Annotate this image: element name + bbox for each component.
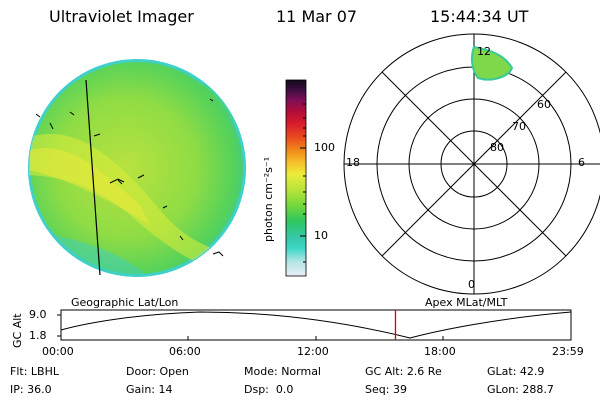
polar-plot xyxy=(343,33,600,295)
app-title: Ultraviolet Imager xyxy=(49,7,194,26)
altitude-tick-9: 9.0 xyxy=(29,308,47,321)
auroral-oval-patch xyxy=(470,45,514,81)
x-tick-1200: 12:00 xyxy=(297,345,329,358)
altitude-tick-1-8: 1.8 xyxy=(29,329,47,342)
status-gain: Gain: 14 xyxy=(126,383,173,396)
uv-image-disc xyxy=(28,59,246,277)
geographic-title: Geographic Lat/Lon xyxy=(71,296,179,309)
lat-label-80: 80 xyxy=(490,141,504,154)
colorbar-tick-100: 100 xyxy=(314,141,335,154)
x-tick-1800: 18:00 xyxy=(424,345,456,358)
status-seq: Seq: 39 xyxy=(365,383,407,396)
lat-label-70: 70 xyxy=(512,120,526,133)
status-door: Door: Open xyxy=(126,365,189,378)
colorbar xyxy=(285,79,307,277)
observation-time: 15:44:34 UT xyxy=(430,7,529,26)
observation-date: 11 Mar 07 xyxy=(276,7,358,26)
apex-title: Apex MLat/MLT xyxy=(425,296,508,309)
mlt-label-12: 12 xyxy=(477,45,491,58)
x-tick-2359: 23:59 xyxy=(552,345,584,358)
status-gc-alt: GC Alt: 2.6 Re xyxy=(365,365,442,378)
status-dsp: Dsp: 0.0 xyxy=(244,383,294,396)
colorbar-unit-label: photon cm⁻²s⁻¹ xyxy=(262,156,275,242)
longitude-line xyxy=(85,79,101,276)
lat-label-60: 60 xyxy=(537,98,551,111)
mlt-label-0: 0 xyxy=(468,278,475,291)
status-glat: GLat: 42.9 xyxy=(487,365,545,378)
x-tick-0600: 06:00 xyxy=(169,345,201,358)
status-glon: GLon: 288.7 xyxy=(487,383,554,396)
mlt-label-6: 6 xyxy=(578,156,585,169)
status-mode: Mode: Normal xyxy=(244,365,321,378)
altitude-ylabel: GC Alt xyxy=(11,313,24,348)
coastline-fragments xyxy=(35,98,224,257)
status-ip: IP: 36.0 xyxy=(10,383,52,396)
status-filter: Flt: LBHL xyxy=(10,365,59,378)
altitude-panel xyxy=(57,309,572,341)
x-tick-0000: 00:00 xyxy=(42,345,74,358)
altitude-curve xyxy=(60,311,572,339)
mlt-label-18: 18 xyxy=(346,156,360,169)
colorbar-tick-10: 10 xyxy=(314,229,328,242)
